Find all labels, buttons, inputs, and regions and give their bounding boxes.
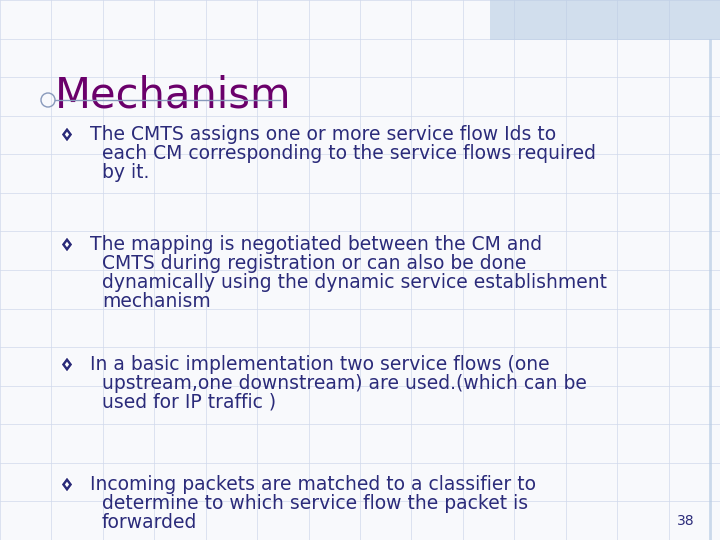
Polygon shape	[61, 476, 73, 492]
Text: The CMTS assigns one or more service flow Ids to: The CMTS assigns one or more service flo…	[90, 125, 556, 144]
Text: used for IP traffic ): used for IP traffic )	[102, 393, 276, 412]
Polygon shape	[61, 356, 73, 373]
Bar	[490, 0, 720, 40]
Text: each CM corresponding to the service flows required: each CM corresponding to the service flo…	[102, 144, 596, 163]
Text: determine to which service flow the packet is: determine to which service flow the pack…	[102, 494, 528, 513]
Polygon shape	[61, 126, 73, 143]
Text: 38: 38	[678, 514, 695, 528]
Polygon shape	[65, 242, 69, 247]
Text: upstream,one downstream) are used.(which can be: upstream,one downstream) are used.(which…	[102, 374, 587, 393]
Text: dynamically using the dynamic service establishment: dynamically using the dynamic service es…	[102, 273, 607, 292]
Text: mechanism: mechanism	[102, 292, 211, 311]
Text: The mapping is negotiated between the CM and: The mapping is negotiated between the CM…	[90, 235, 542, 254]
Polygon shape	[65, 132, 69, 137]
Text: Incoming packets are matched to a classifier to: Incoming packets are matched to a classi…	[90, 475, 536, 494]
Polygon shape	[65, 482, 69, 487]
Text: CMTS during registration or can also be done: CMTS during registration or can also be …	[102, 254, 526, 273]
Text: forwarded: forwarded	[102, 513, 197, 532]
Polygon shape	[61, 237, 73, 253]
Text: Mechanism: Mechanism	[55, 75, 292, 117]
Polygon shape	[65, 362, 69, 367]
Text: by it.: by it.	[102, 163, 149, 182]
Text: In a basic implementation two service flows (one: In a basic implementation two service fl…	[90, 355, 549, 374]
